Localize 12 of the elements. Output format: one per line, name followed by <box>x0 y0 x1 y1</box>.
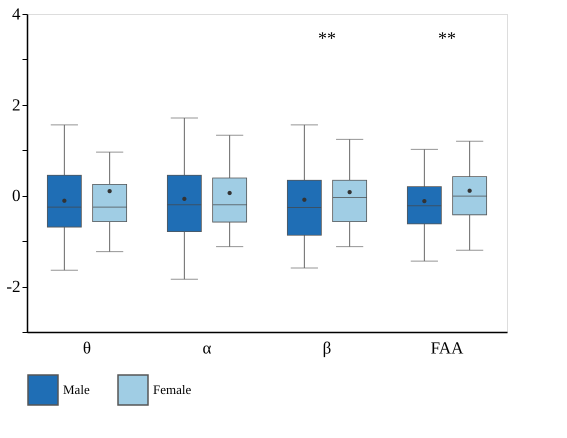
annotation: ** <box>438 28 456 48</box>
y-tick-label: 0 <box>12 186 20 206</box>
x-tick-label: β <box>322 338 332 358</box>
legend-label: Female <box>153 382 192 397</box>
y-tick-label: 2 <box>12 95 20 114</box>
y-tick-label: -2 <box>6 277 20 296</box>
y-tick-label: 4 <box>12 4 21 24</box>
x-tick-label: θ <box>82 338 92 358</box>
x-tick-label: α <box>202 338 212 358</box>
annotation: ** <box>318 28 336 48</box>
legend-label: Male <box>63 382 90 397</box>
x-tick-label: FAA <box>430 338 464 358</box>
